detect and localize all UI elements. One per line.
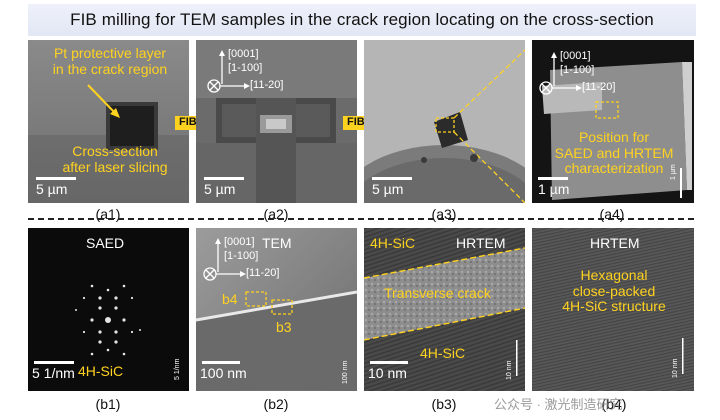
panel-b2-image: [196, 228, 357, 391]
panel-a2: [0001] [1-100] [11-20] 5 µm: [196, 40, 357, 203]
row-divider: [28, 218, 694, 220]
watermark: 公众号 · 激光制造研究: [494, 397, 623, 412]
a1-scale-bar: [36, 177, 76, 180]
b3-scale-label: 10 nm: [368, 365, 407, 381]
panel-b4: HRTEM Hexagonal close-packed 4H-SiC stru…: [532, 228, 694, 391]
a4-axis-right: [11-20]: [582, 81, 616, 93]
a1-label-bottom: Cross-section after laser slicing: [62, 143, 168, 175]
b2-title: TEM: [262, 235, 292, 251]
caption-b2: (b2): [263, 396, 289, 412]
a1-scale-label: 5 µm: [36, 181, 68, 197]
b3-label-bottom: 4H-SiC: [420, 345, 466, 361]
b3-label-top: 4H-SiC: [370, 235, 416, 251]
a4-label: Position for SAED and HRTEM characteriza…: [554, 129, 674, 177]
b2-scale-small: 100 nm: [342, 360, 349, 384]
b2-orientation-axes: [0001] [1-100] [11-20]: [200, 236, 300, 286]
b3-label-mid: Transverse crack: [384, 285, 491, 301]
b3-scale-small: 10 nm: [506, 360, 513, 380]
a4-axis-up: [0001]: [560, 50, 591, 62]
caption-b3: (b3): [431, 396, 457, 412]
panel-a3-image: [364, 40, 525, 203]
a4-scale-label: 1 µm: [538, 181, 570, 197]
panel-b2: [0001] [1-100] [11-20] TEM b4 b3 100 nm …: [196, 228, 357, 391]
b3-title: HRTEM: [456, 235, 506, 251]
b2-axis-up: [0001]: [224, 236, 255, 248]
b2-axis-right: [11-20]: [246, 267, 280, 279]
b3-scale-bar: [370, 361, 408, 364]
b1-title: SAED: [86, 235, 125, 251]
b1-label: 4H-SiC: [78, 363, 124, 379]
fib-arrow-1-label: FIB: [179, 116, 197, 128]
panel-a2-image: [196, 40, 357, 203]
a2-axis-up: [0001]: [228, 48, 259, 60]
panel-b1: SAED 4H-SiC 5 1/nm 5 1/nm: [28, 228, 189, 391]
b4-scale-small: 10 nm: [672, 358, 679, 378]
panel-b4-image: [532, 228, 694, 391]
a4-orientation-axes: [0001] [1-100] [11-20]: [536, 50, 636, 100]
a2-axis-right: [11-20]: [250, 79, 284, 91]
a3-scale-bar: [372, 177, 412, 180]
a3-scale-label: 5 µm: [372, 181, 404, 197]
b4-title: HRTEM: [590, 235, 640, 251]
a2-scale-bar: [204, 177, 244, 180]
a2-orientation-axes: [0001] [1-100] [11-20]: [204, 48, 304, 98]
a1-label-top: Pt protective layer in the crack region: [52, 45, 168, 77]
panel-a4-image: [532, 40, 694, 203]
b1-scale-bar: [34, 361, 74, 364]
a4-scale-bar: [538, 177, 568, 180]
b1-scale-small: 5 1/nm: [174, 358, 181, 380]
figure-title: FIB milling for TEM samples in the crack…: [70, 10, 654, 29]
caption-b4: (b4): [601, 396, 627, 412]
a2-scale-label: 5 µm: [204, 181, 236, 197]
a2-axis-mid: [1-100]: [228, 62, 263, 74]
b2-scale-label: 100 nm: [200, 365, 247, 381]
panel-a3: 5 µm: [364, 40, 525, 203]
a4-scale-small: 1 µm: [670, 164, 677, 180]
b2-box-b3-label: b3: [276, 319, 292, 335]
a4-axis-mid: [1-100]: [560, 64, 595, 76]
figure-title-bar: FIB milling for TEM samples in the crack…: [28, 4, 696, 36]
b4-label: Hexagonal close-packed 4H-SiC structure: [562, 267, 666, 315]
b2-axis-mid: [1-100]: [224, 250, 259, 262]
b1-scale-label: 5 1/nm: [32, 365, 75, 381]
b2-scale-bar: [202, 361, 240, 364]
panel-a4: [0001] [1-100] [11-20] Position for SAED…: [532, 40, 694, 203]
fib-arrow-2-label: FIB: [347, 116, 365, 128]
panel-b3: 4H-SiC HRTEM Transverse crack 4H-SiC 10 …: [364, 228, 525, 391]
panel-a1: Pt protective layer in the crack region …: [28, 40, 189, 203]
panel-a1-image: [28, 40, 189, 203]
caption-b1: (b1): [95, 396, 121, 412]
b2-box-b4-label: b4: [222, 291, 238, 307]
